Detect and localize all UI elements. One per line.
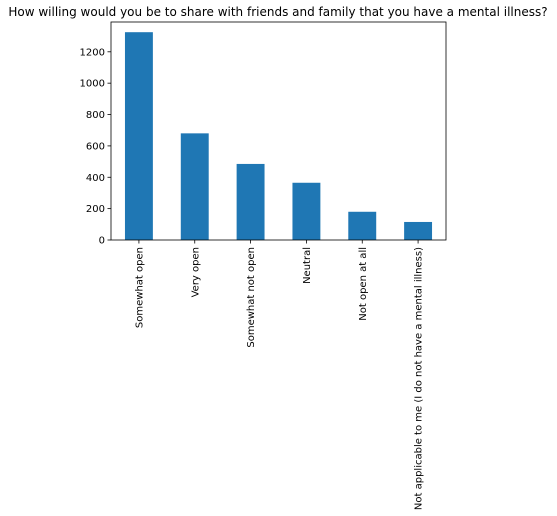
x-tick-label-5: Not open at all	[358, 247, 369, 321]
x-tick-label-4: Neutral	[302, 247, 313, 284]
bar-6	[404, 221, 433, 240]
y-tick-label-200: 200	[86, 204, 105, 215]
y-tick-label-600: 600	[86, 141, 105, 152]
plot-frame	[110, 21, 447, 241]
chart-title: How willing would you be to share with f…	[8, 5, 547, 19]
x-tick-label-3: Somewhat not open	[246, 247, 257, 348]
y-tick-label-1200: 1200	[80, 47, 105, 58]
x-tick-label-6: Not applicable to me (I do not have a me…	[414, 247, 425, 510]
plot-area: 0 200 400 600 800 1000 1200 Somewhat open Very o…	[80, 21, 447, 510]
bar-1	[124, 32, 153, 240]
y-tick-label-1000: 1000	[80, 79, 105, 90]
y-tick-label-0: 0	[99, 236, 105, 247]
bar-4	[292, 182, 321, 240]
x-tick-label-2: Very open	[190, 247, 201, 297]
bar-3	[236, 163, 265, 240]
bar-2	[180, 133, 209, 240]
x-tick-label-1: Somewhat open	[134, 247, 145, 328]
y-tick-label-400: 400	[86, 173, 105, 184]
bar-5	[348, 211, 377, 240]
y-tick-label-800: 800	[86, 110, 105, 121]
